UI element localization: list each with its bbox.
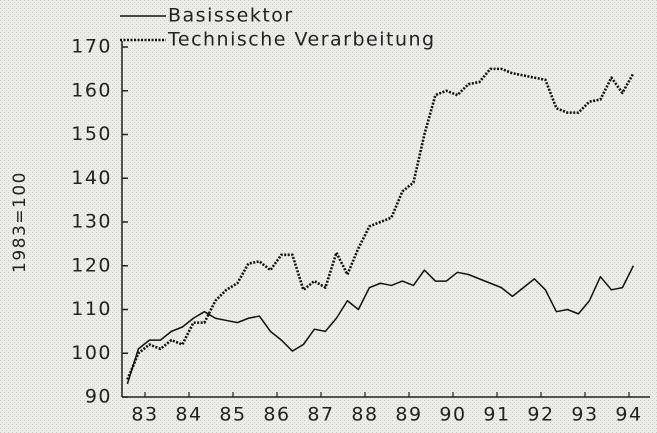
x-tick-label: 84: [175, 404, 202, 426]
x-tick-label: 94: [615, 404, 642, 426]
y-tick-label: 130: [71, 211, 112, 233]
y-tick-label: 170: [71, 36, 112, 58]
x-tick-label: 85: [219, 404, 246, 426]
x-tick-label: 92: [527, 404, 554, 426]
x-tick-label: 93: [571, 404, 598, 426]
x-tick-label: 91: [483, 404, 510, 426]
x-tick-label: 83: [131, 404, 158, 426]
x-tick-label: 88: [351, 404, 378, 426]
x-tick-label: 87: [307, 404, 334, 426]
x-tick-label: 90: [439, 404, 466, 426]
legend-label: Basissektor: [168, 5, 294, 27]
y-axis-label: 1983=100: [10, 171, 30, 273]
legend-label: Technische Verarbeitung: [167, 29, 436, 51]
y-tick-label: 100: [71, 342, 112, 364]
y-tick-label: 160: [71, 79, 112, 101]
y-tick-label: 90: [85, 386, 112, 408]
series-line: [126, 67, 635, 381]
y-tick-label: 120: [71, 254, 112, 276]
y-tick-label: 110: [71, 298, 112, 320]
series-line: [126, 265, 635, 385]
y-tick-label: 140: [71, 167, 112, 189]
x-tick-label: 89: [395, 404, 422, 426]
x-tick-label: 86: [263, 404, 290, 426]
y-tick-label: 150: [71, 123, 112, 145]
